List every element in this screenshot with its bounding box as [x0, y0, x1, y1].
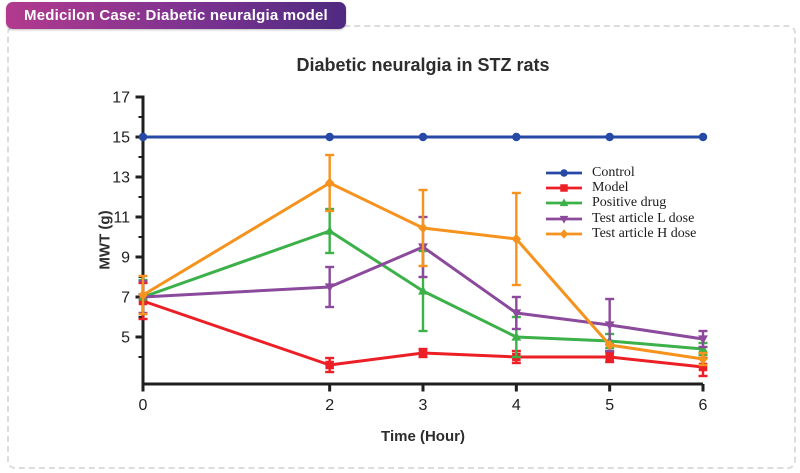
x-tick-label: 0 — [139, 397, 148, 414]
legend-item: Test article H dose — [545, 227, 696, 242]
series-marker-circle — [512, 132, 521, 142]
series-marker-square — [698, 362, 708, 372]
series-marker-diamond — [559, 229, 569, 239]
x-axis-label: Time (Hour) — [381, 428, 465, 445]
legend-item: Positive drug — [545, 196, 696, 211]
series-marker-circle — [138, 132, 148, 142]
content-frame — [7, 25, 796, 469]
series-marker-triangle-down — [324, 283, 335, 293]
series-marker-triangle-up — [559, 198, 569, 207]
y-tick-label: 13 — [112, 170, 130, 187]
series-test-article-h-dose — [138, 153, 708, 367]
legend-label: Model — [592, 180, 629, 196]
series-marker-circle — [698, 132, 708, 142]
series-marker-triangle-up — [511, 331, 522, 341]
legend-marker-triangle-up-icon — [546, 198, 582, 207]
chart-title: Diabetic neuralgia in STZ rats — [296, 55, 550, 75]
y-tick-label: 5 — [121, 330, 130, 347]
legend-label: Test article L dose — [592, 210, 695, 226]
series-line — [142, 229, 704, 351]
y-tick-label: 7 — [121, 290, 130, 307]
legend-item: Test article L dose — [545, 211, 696, 226]
series-line — [142, 299, 704, 369]
chart-legend: Control Model Positive drug Test article L … — [545, 165, 696, 242]
x-tick-label: 2 — [325, 397, 334, 414]
series-marker-circle — [605, 132, 614, 142]
series-marker-diamond — [604, 339, 615, 351]
series-marker-triangle-up — [324, 225, 335, 235]
x-tick-label: 6 — [699, 397, 708, 414]
x-tick-label: 3 — [419, 397, 428, 414]
legend-label: Control — [592, 164, 635, 180]
series-marker-triangle-down — [604, 321, 615, 331]
series-control — [138, 132, 708, 142]
series-marker-diamond — [138, 289, 148, 301]
y-tick-label: 17 — [112, 90, 130, 107]
legend-marker-square-icon — [546, 184, 582, 192]
series-marker-circle — [560, 168, 568, 177]
y-tick-label: 9 — [121, 250, 130, 267]
legend-marker-triangle-down-icon — [546, 215, 582, 224]
legend-label: Positive drug — [592, 195, 667, 211]
series-marker-square — [418, 348, 428, 358]
series-marker-triangle-down — [559, 215, 569, 224]
case-badge: Medicilon Case: Diabetic neuralgia model — [6, 2, 346, 29]
legend-marker-diamond-icon — [546, 229, 582, 239]
series-marker-diamond — [418, 222, 428, 234]
series-marker-triangle-down — [698, 335, 708, 345]
series-line — [142, 245, 704, 341]
legend-item: Model — [545, 180, 696, 195]
series-line — [142, 181, 704, 361]
series-marker-diamond — [324, 177, 335, 189]
series-marker-square — [560, 184, 568, 192]
series-marker-triangle-down — [511, 309, 522, 319]
y-tick-label: 15 — [112, 130, 130, 147]
x-tick-label: 5 — [605, 397, 614, 414]
legend-marker-circle-icon — [546, 168, 582, 177]
series-marker-diamond — [698, 353, 708, 365]
series-marker-circle — [418, 132, 428, 142]
y-axis-label-text: MWT (g) — [96, 210, 114, 270]
y-tick-label: 11 — [113, 210, 130, 227]
series-marker-square — [325, 360, 334, 370]
legend-item: Control — [545, 165, 696, 180]
series-marker-square — [605, 352, 614, 362]
x-tick-label: 4 — [512, 397, 521, 414]
legend-label: Test article H dose — [592, 226, 697, 242]
series-marker-triangle-up — [418, 285, 428, 295]
series-marker-circle — [325, 132, 334, 142]
series-marker-diamond — [511, 233, 522, 245]
